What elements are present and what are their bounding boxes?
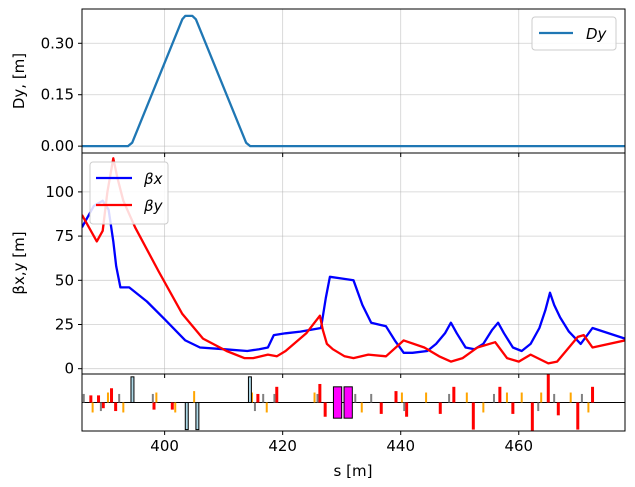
lattice-quad xyxy=(452,386,456,403)
beta-y-tick-label: 100 xyxy=(45,183,74,201)
lattice-sext xyxy=(540,392,543,403)
x-tick-label: 400 xyxy=(150,437,179,455)
beta-y-tick-label: 25 xyxy=(55,315,74,333)
dispersion-y-tick-label: 0.00 xyxy=(41,137,74,155)
lattice-sext xyxy=(520,392,523,403)
panel-lattice-frame xyxy=(81,373,626,432)
lattice-quad xyxy=(511,402,515,414)
lattice-sext xyxy=(174,402,177,413)
lattice-dipole xyxy=(195,402,200,431)
lattice-quad xyxy=(323,402,327,417)
dispersion-y-tick-label: 0.30 xyxy=(41,34,74,52)
lattice-dipole xyxy=(184,402,189,431)
lattice-marker xyxy=(316,393,319,403)
lattice-sext xyxy=(569,392,572,403)
lattice-sext xyxy=(360,402,363,413)
legend-betax-label: βx xyxy=(143,170,163,188)
lattice-quad xyxy=(556,402,560,416)
lattice-sext xyxy=(505,392,508,403)
lattice-quad xyxy=(546,374,550,403)
lattice-sext xyxy=(155,392,158,403)
lattice-quad xyxy=(530,402,534,431)
lattice-quad xyxy=(101,402,105,409)
lattice-quad xyxy=(318,383,322,403)
lattice-marker xyxy=(580,393,583,403)
lattice-dipole xyxy=(130,376,135,404)
x-tick-label: 460 xyxy=(504,437,533,455)
lattice-marker xyxy=(273,393,276,403)
lattice-plot-area xyxy=(82,374,625,431)
lattice-marker xyxy=(253,402,256,412)
lattice-marker xyxy=(553,393,556,403)
lattice-quad xyxy=(394,391,398,403)
beta-series-1 xyxy=(82,157,625,365)
lattice-xlabel: s [m] xyxy=(334,462,373,480)
x-tick-label: 440 xyxy=(386,437,415,455)
lattice-sext xyxy=(265,402,268,413)
dispersion-ylabel: Dy, [m] xyxy=(10,53,28,109)
lattice-quad xyxy=(170,402,174,410)
lattice-sext xyxy=(482,402,485,413)
lattice-quad xyxy=(114,402,118,412)
lattice-quad xyxy=(152,402,156,410)
beta-y-tick-label: 50 xyxy=(55,271,74,289)
lattice-block xyxy=(343,386,353,419)
legend-dispersion-box xyxy=(531,16,617,51)
lattice-marker xyxy=(370,393,373,403)
beta-y-tick-label: 75 xyxy=(55,227,74,245)
axis-ticks: 400 420 440 460 0.00 0.15 0.30 0 25 50 75 100 xyxy=(41,34,533,455)
lattice-sext xyxy=(465,392,468,403)
lattice-marker xyxy=(403,402,406,412)
legend-dispersion: Dy xyxy=(531,16,617,51)
beta-ylabel: βx,y [m] xyxy=(10,231,28,294)
lattice-sext xyxy=(122,402,125,413)
lattice-quad xyxy=(89,395,93,403)
dispersion-plot-area xyxy=(82,14,625,148)
beta-y-tick-label: 0 xyxy=(64,360,74,378)
lattice-quad xyxy=(256,393,260,403)
dispersion-y-tick-label: 0.15 xyxy=(41,86,74,104)
legend-betay-label: βy xyxy=(143,197,164,215)
lattice-sext xyxy=(193,391,196,403)
lattice-block xyxy=(332,386,343,419)
lattice-marker xyxy=(492,393,495,403)
lattice-sext xyxy=(250,392,253,403)
lattice-marker xyxy=(118,393,121,403)
lattice-quad xyxy=(97,395,101,403)
lattice-quad xyxy=(405,402,409,417)
lattice-quad xyxy=(275,386,279,403)
lattice-marker xyxy=(151,393,154,403)
lattice-quad xyxy=(471,402,475,430)
lattice-marker xyxy=(448,393,451,403)
dy-series-0 xyxy=(82,14,625,148)
lattice-dipole xyxy=(247,376,252,404)
lattice-marker xyxy=(82,393,85,403)
lattice-marker xyxy=(99,402,102,412)
lattice-sext xyxy=(400,392,403,403)
lattice-sext xyxy=(425,392,428,403)
lattice-quad xyxy=(576,402,580,430)
lattice-marker xyxy=(537,402,540,412)
lattice-quad xyxy=(110,388,114,403)
lattice-quad xyxy=(379,402,383,414)
lattice-marker xyxy=(262,393,265,403)
beta-series-0 xyxy=(82,199,625,354)
lattice-quad xyxy=(438,402,442,414)
lattice-sext xyxy=(106,392,109,403)
lattice-sext xyxy=(587,402,590,413)
legend-beta: βx βy xyxy=(89,161,169,225)
x-tick-label: 420 xyxy=(268,437,297,455)
lattice-sext xyxy=(313,392,316,403)
lattice-marker xyxy=(354,393,357,403)
legend-dy-label: Dy xyxy=(586,25,608,43)
beta-plot-area xyxy=(82,157,625,365)
lattice-quad xyxy=(591,386,595,403)
lattice-sext xyxy=(91,402,94,413)
lattice-quad xyxy=(498,386,502,403)
